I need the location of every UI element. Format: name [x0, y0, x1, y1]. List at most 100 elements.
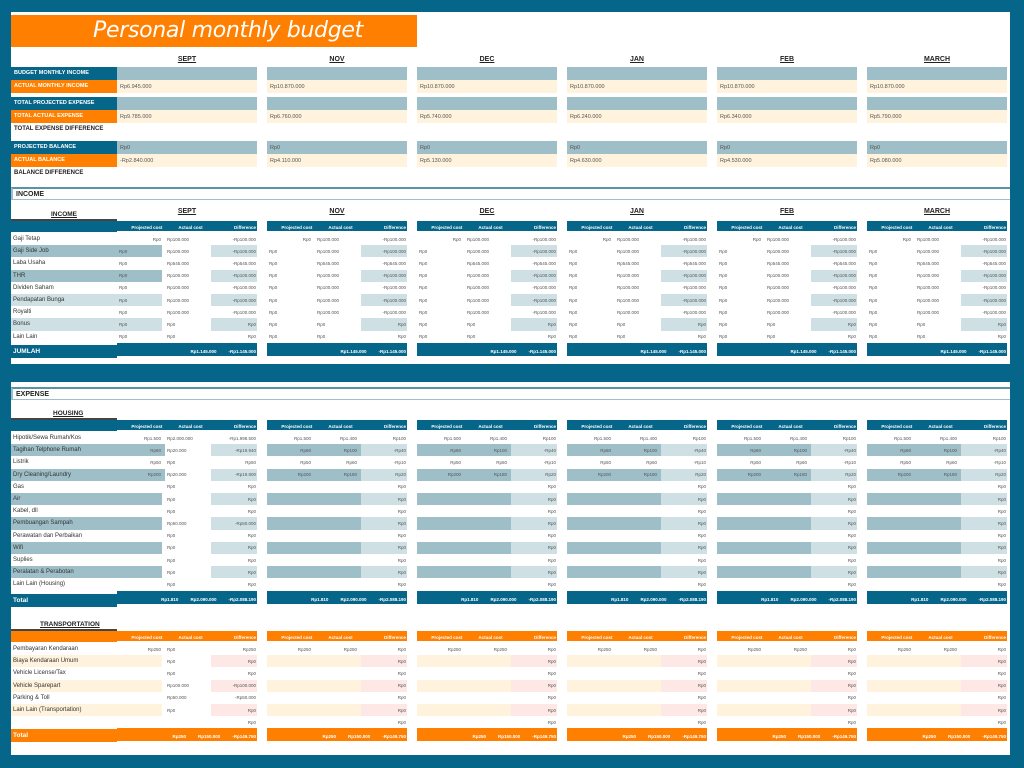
- projected-cost-cell[interactable]: [867, 692, 915, 704]
- projected-cost-cell[interactable]: [417, 716, 465, 728]
- projected-cost-cell[interactable]: [867, 566, 915, 579]
- projected-cost-cell[interactable]: [417, 493, 465, 506]
- actual-cost-cell[interactable]: Rp180: [915, 468, 961, 481]
- actual-cost-cell[interactable]: Rp0: [617, 321, 626, 327]
- actual-cost-cell[interactable]: Rp0: [467, 334, 476, 340]
- projected-cost-cell[interactable]: Rp0: [719, 309, 728, 315]
- actual-cost-cell[interactable]: Rp100.000: [617, 297, 640, 303]
- actual-cost-cell[interactable]: [465, 517, 511, 530]
- projected-cost-cell[interactable]: [417, 481, 465, 493]
- actual-cost-cell[interactable]: [615, 505, 661, 517]
- actual-cost-cell[interactable]: [465, 566, 511, 579]
- projected-cost-cell[interactable]: [117, 530, 165, 542]
- summary-cell-actual-income[interactable]: Rp10.870.000: [567, 80, 707, 93]
- projected-cost-cell[interactable]: Rp0: [719, 334, 728, 340]
- projected-cost-cell[interactable]: [267, 566, 315, 579]
- projected-cost-cell[interactable]: Rp0: [869, 285, 878, 291]
- actual-cost-cell[interactable]: Rp100.000: [767, 236, 790, 242]
- projected-cost-cell[interactable]: [717, 505, 765, 517]
- summary-cell-actual-income[interactable]: Rp10.870.000: [717, 80, 857, 93]
- actual-cost-cell[interactable]: [465, 716, 511, 728]
- actual-cost-cell[interactable]: Rp545.000: [617, 260, 640, 266]
- projected-cost-cell[interactable]: [567, 541, 615, 554]
- summary-cell-actual-expense[interactable]: Rp9.785.000: [117, 110, 257, 123]
- actual-cost-cell[interactable]: [915, 704, 961, 717]
- projected-cost-cell[interactable]: [267, 679, 315, 692]
- actual-cost-cell[interactable]: Rp250: [343, 646, 357, 652]
- projected-cost-cell[interactable]: Rp0: [569, 334, 578, 340]
- summary-cell-actual-expense[interactable]: Rp6.760.000: [267, 110, 407, 123]
- projected-cost-cell[interactable]: [117, 578, 165, 590]
- projected-cost-cell[interactable]: Rp1.500: [143, 435, 161, 441]
- actual-cost-cell[interactable]: Rp100.000: [317, 297, 340, 303]
- projected-cost-cell[interactable]: Rp0: [752, 236, 761, 242]
- actual-cost-cell[interactable]: Rp0: [767, 321, 776, 327]
- projected-cost-cell[interactable]: [417, 554, 465, 566]
- actual-cost-cell[interactable]: Rp100.000: [467, 297, 490, 303]
- actual-cost-cell[interactable]: Rp100.000: [167, 273, 190, 279]
- actual-cost-cell[interactable]: Rp100.000: [767, 297, 790, 303]
- projected-cost-cell[interactable]: Rp0: [419, 248, 428, 254]
- actual-cost-cell[interactable]: [315, 505, 361, 517]
- actual-cost-cell[interactable]: [765, 667, 811, 679]
- actual-cost-cell[interactable]: [615, 517, 661, 530]
- projected-cost-cell[interactable]: [117, 481, 165, 493]
- actual-cost-cell[interactable]: [465, 530, 511, 542]
- actual-cost-cell[interactable]: Rp100.000: [167, 285, 190, 291]
- actual-cost-cell[interactable]: [315, 692, 361, 704]
- summary-cell-actual-balance[interactable]: -Rp2.840.000: [117, 154, 257, 167]
- projected-cost-cell[interactable]: Rp200: [567, 468, 615, 481]
- actual-cost-cell[interactable]: [465, 578, 511, 590]
- projected-cost-cell[interactable]: [717, 517, 765, 530]
- actual-cost-cell[interactable]: [315, 554, 361, 566]
- actual-cost-cell[interactable]: [615, 493, 661, 506]
- projected-cost-cell[interactable]: Rp0: [119, 285, 128, 291]
- actual-cost-cell[interactable]: Rp100.000: [467, 273, 490, 279]
- actual-cost-cell[interactable]: Rp545.000: [917, 260, 940, 266]
- actual-cost-cell[interactable]: Rp100.000: [617, 309, 640, 315]
- projected-cost-cell[interactable]: [567, 481, 615, 493]
- projected-cost-cell[interactable]: [867, 578, 915, 590]
- projected-cost-cell[interactable]: Rp1.500: [293, 435, 311, 441]
- actual-cost-cell[interactable]: Rp50.000: [167, 520, 187, 526]
- summary-cell-actual-balance[interactable]: Rp4.530.000: [717, 154, 857, 167]
- actual-cost-cell[interactable]: Rp545.000: [467, 260, 490, 266]
- projected-cost-cell[interactable]: [417, 692, 465, 704]
- actual-cost-cell[interactable]: [915, 505, 961, 517]
- actual-cost-cell[interactable]: [765, 541, 811, 554]
- projected-cost-cell[interactable]: [867, 541, 915, 554]
- projected-cost-cell[interactable]: Rp0: [869, 248, 878, 254]
- actual-cost-cell[interactable]: Rp100.000: [167, 309, 190, 315]
- projected-cost-cell[interactable]: Rp0: [269, 334, 278, 340]
- projected-cost-cell[interactable]: [417, 566, 465, 579]
- actual-cost-cell[interactable]: [765, 566, 811, 579]
- actual-cost-cell[interactable]: Rp0: [167, 658, 176, 664]
- projected-cost-cell[interactable]: [567, 530, 615, 542]
- actual-cost-cell[interactable]: Rp100.000: [767, 285, 790, 291]
- projected-cost-cell[interactable]: Rp0: [419, 297, 428, 303]
- projected-cost-cell[interactable]: [267, 554, 315, 566]
- actual-cost-cell[interactable]: [915, 493, 961, 506]
- actual-cost-cell[interactable]: [915, 566, 961, 579]
- actual-cost-cell[interactable]: Rp0: [317, 321, 326, 327]
- projected-cost-cell[interactable]: Rp0: [269, 273, 278, 279]
- projected-cost-cell[interactable]: Rp0: [719, 285, 728, 291]
- projected-cost-cell[interactable]: Rp0: [569, 273, 578, 279]
- projected-cost-cell[interactable]: Rp200: [417, 468, 465, 481]
- actual-cost-cell[interactable]: Rp100.000: [917, 248, 940, 254]
- summary-cell-actual-income[interactable]: Rp6.945.000: [117, 80, 257, 93]
- summary-cell-actual-expense[interactable]: Rp6.240.000: [567, 110, 707, 123]
- projected-cost-cell[interactable]: [417, 655, 465, 668]
- actual-cost-cell[interactable]: [765, 692, 811, 704]
- actual-cost-cell[interactable]: Rp100.000: [317, 273, 340, 279]
- projected-cost-cell[interactable]: Rp250: [147, 646, 161, 652]
- projected-cost-cell[interactable]: Rp0: [302, 236, 311, 242]
- actual-cost-cell[interactable]: Rp0: [167, 569, 176, 575]
- projected-cost-cell[interactable]: [267, 667, 315, 679]
- projected-cost-cell[interactable]: Rp0: [719, 260, 728, 266]
- actual-cost-cell[interactable]: [465, 704, 511, 717]
- projected-cost-cell[interactable]: [717, 554, 765, 566]
- actual-cost-cell[interactable]: [165, 716, 211, 728]
- actual-cost-cell[interactable]: [615, 481, 661, 493]
- projected-cost-cell[interactable]: Rp0: [452, 236, 461, 242]
